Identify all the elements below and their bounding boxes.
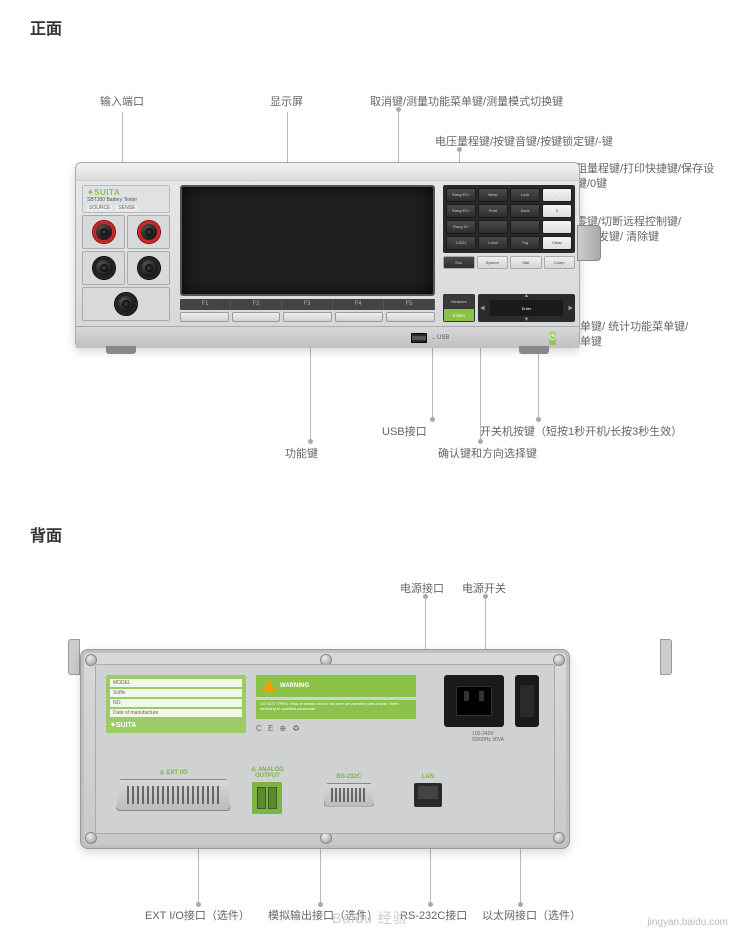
analog-output-port[interactable] — [252, 782, 282, 814]
label-fn: 功能键 — [285, 447, 318, 462]
key-print[interactable]: Print — [478, 204, 508, 218]
back-device: MODEL Suffix NO. Date of manufacture ✦SU… — [80, 649, 570, 849]
arrow-left-icon[interactable]: ◀ — [480, 305, 485, 312]
front-diagram: 输入端口 显示屏 取消键/测量功能菜单键/测量模式切换键 电压量程键/按键音键/… — [0, 47, 740, 497]
model: SBT300 Battery Tester — [87, 197, 165, 203]
f2-button[interactable] — [232, 312, 281, 322]
power-switch[interactable] — [515, 675, 539, 727]
key-minus[interactable]: - — [542, 188, 572, 202]
f1-button[interactable] — [180, 312, 229, 322]
key-trig[interactable]: Trig — [510, 236, 540, 250]
measure-box: Measure START — [443, 294, 475, 322]
label-confirm: 确认键和方向选择键 — [438, 447, 537, 462]
key-rang-ev-up[interactable]: Rang EV↑ — [446, 188, 476, 202]
key-save[interactable]: Save — [510, 204, 540, 218]
label-ext-io: EXT I/O接口（选件） — [145, 909, 250, 924]
keypad: Rang EV↑ Beep Lock - Rang EV↓ Print Save… — [443, 185, 575, 253]
label-power-in: 电源接口 — [400, 582, 444, 597]
display-screen — [180, 185, 435, 296]
lan-port[interactable] — [414, 783, 442, 807]
label-resistance: 电阻量程键/打印快捷键/保存设 置键/0键 — [565, 162, 725, 193]
system-key[interactable]: System — [477, 256, 509, 269]
front-title: 正面 — [0, 0, 740, 47]
key-rang-r-up[interactable]: Rang Ω↑ — [446, 220, 476, 234]
stat-key[interactable]: Stat — [510, 256, 542, 269]
label-power: 开关机按键（短按1秒开机/长按3秒生效） — [480, 425, 682, 440]
label-display: 显示屏 — [270, 95, 303, 110]
rs232-port[interactable] — [324, 783, 374, 807]
enter-key[interactable]: Enter — [490, 300, 563, 316]
comp-key[interactable]: Comp — [544, 256, 576, 269]
key-rang-ev-dn[interactable]: Rang EV↓ — [446, 204, 476, 218]
port-section: ✦SUITA SBT300 Battery Tester SOURCESENSE — [76, 181, 176, 326]
key-local[interactable]: Local — [478, 236, 508, 250]
f4-button[interactable] — [335, 312, 384, 322]
warning-label: WARNING DO NOT OPEN. Risk of electric sh… — [256, 675, 416, 733]
sense-lo-jack[interactable] — [138, 257, 160, 279]
source-lo-jack[interactable] — [93, 257, 115, 279]
measure-key[interactable]: Measure — [444, 295, 474, 308]
label-usb: USB接口 — [382, 425, 427, 440]
arrow-right-icon[interactable]: ▶ — [568, 305, 573, 312]
key-blank1[interactable] — [478, 220, 508, 234]
ground-jack[interactable] — [115, 293, 137, 315]
back-diagram: 电源接口 电源开关 EXT I/O接口（选件） 模拟输出接口（选件） RS-23… — [0, 554, 740, 934]
info-sticker: MODEL Suffix NO. Date of manufacture ✦SU… — [106, 675, 246, 733]
power-button[interactable]: ⏻ — [549, 331, 555, 345]
f3-button[interactable] — [283, 312, 332, 322]
sense-hi-jack[interactable] — [138, 221, 160, 243]
label-rs232: RS-232C接口 — [400, 909, 467, 924]
key-blank3[interactable] — [542, 220, 572, 234]
back-title: 背面 — [0, 507, 740, 554]
arrow-up-icon[interactable]: ▲ — [524, 293, 530, 299]
esc-key[interactable]: Esc — [443, 256, 475, 269]
f5-button[interactable] — [386, 312, 435, 322]
key-0adj[interactable]: 0 ADJ — [446, 236, 476, 250]
power-spec: 100-240V 50/60Hz 30VA — [472, 731, 504, 743]
usb-icon: ←USB — [431, 335, 449, 341]
arrow-down-icon[interactable]: ▼ — [524, 317, 530, 323]
key-blank2[interactable] — [510, 220, 540, 234]
label-input-port: 输入端口 — [100, 95, 144, 110]
rotary-knob[interactable] — [577, 225, 601, 261]
front-device: ✦SUITA SBT300 Battery Tester SOURCESENSE — [75, 162, 580, 347]
label-lan: 以太网接口（选件） — [482, 909, 581, 924]
key-lock[interactable]: Lock — [510, 188, 540, 202]
start-key[interactable]: START — [444, 309, 474, 321]
key-0[interactable]: 0 — [542, 204, 572, 218]
usb-port[interactable] — [411, 333, 427, 343]
ext-io-port[interactable] — [116, 779, 231, 811]
baidu-watermark: Baidu 经验 — [332, 908, 408, 928]
warning-icon — [262, 680, 276, 692]
source-hi-jack[interactable] — [93, 221, 115, 243]
source-watermark: jingyan.baidu.com — [647, 917, 728, 928]
key-beep[interactable]: Beep — [478, 188, 508, 202]
ac-inlet[interactable] — [444, 675, 504, 727]
key-clear[interactable]: Clear — [542, 236, 572, 250]
brand-logo: ✦SUITA — [87, 188, 165, 197]
dpad[interactable]: ▲ ▼ ◀ ▶ Enter — [478, 294, 575, 322]
